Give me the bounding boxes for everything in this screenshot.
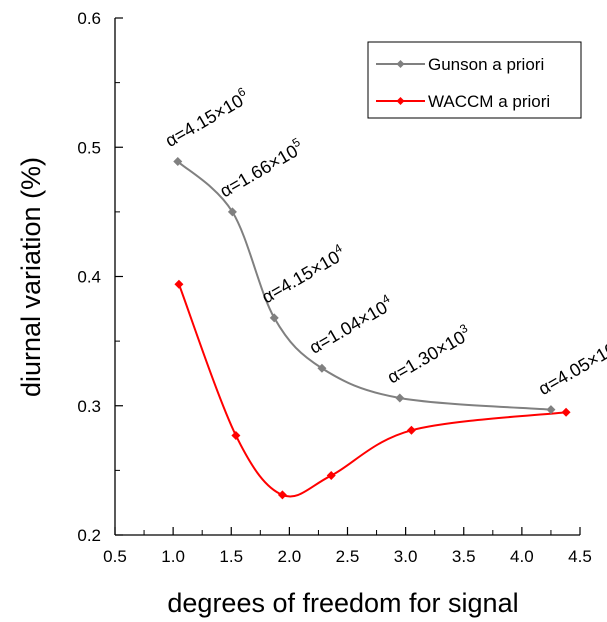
y-tick-label: 0.2 <box>77 526 101 545</box>
alpha-annotation: α=4.15×104 <box>257 241 349 308</box>
data-point <box>406 425 416 435</box>
data-point <box>174 279 184 289</box>
legend-marker-waccm <box>396 97 405 105</box>
y-tick-label: 0.4 <box>77 268 101 287</box>
data-point <box>317 363 327 373</box>
data-point <box>326 471 336 481</box>
alpha-annotation: α=1.30×103 <box>382 321 474 388</box>
legend-marker-gunson <box>396 60 405 68</box>
alpha-annotation: α=1.04×104 <box>304 291 396 358</box>
series-line-0 <box>177 160 552 411</box>
data-point <box>173 156 183 166</box>
x-tick-label: 2.5 <box>336 547 360 566</box>
data-point <box>231 430 241 440</box>
legend-label-gunson: Gunson a priori <box>428 55 544 74</box>
x-tick-label: 4.0 <box>510 547 534 566</box>
x-tick-label: 2.0 <box>278 547 302 566</box>
x-tick-label: 4.5 <box>568 547 592 566</box>
alpha-annotation: α=4.15×106 <box>160 84 252 151</box>
x-tick-label: 1.5 <box>219 547 243 566</box>
series-markers <box>173 156 571 500</box>
data-point <box>227 207 237 217</box>
series-line-1 <box>178 283 567 498</box>
axes: 0.2 0.3 0.4 0.5 0.6 0.5 1.0 1.5 2.0 2.5 3.0 3.5 4.0 4… <box>77 9 591 566</box>
data-point <box>561 407 571 417</box>
y-axis-title: diurnal variation (%) <box>16 157 46 397</box>
alpha-annotation: α=4.05×101 <box>533 332 607 399</box>
x-axis-title: degrees of freedom for signal <box>167 588 518 618</box>
legend-label-waccm: WACCM a priori <box>428 92 550 111</box>
y-tick-label: 0.3 <box>77 397 101 416</box>
x-tick-label: 0.5 <box>103 547 127 566</box>
y-tick-label: 0.6 <box>77 9 101 28</box>
data-point <box>277 490 287 500</box>
data-point <box>269 313 279 323</box>
x-tick-label: 3.0 <box>394 547 418 566</box>
data-point <box>546 405 556 415</box>
alpha-annotation: α=1.66×105 <box>215 135 307 202</box>
data-point <box>395 393 405 403</box>
legend: Gunson a priori WACCM a priori <box>367 41 582 119</box>
x-tick-label: 3.5 <box>452 547 476 566</box>
y-tick-label: 0.5 <box>77 138 101 157</box>
legend-box <box>367 41 582 119</box>
x-tick-label: 1.0 <box>161 547 185 566</box>
